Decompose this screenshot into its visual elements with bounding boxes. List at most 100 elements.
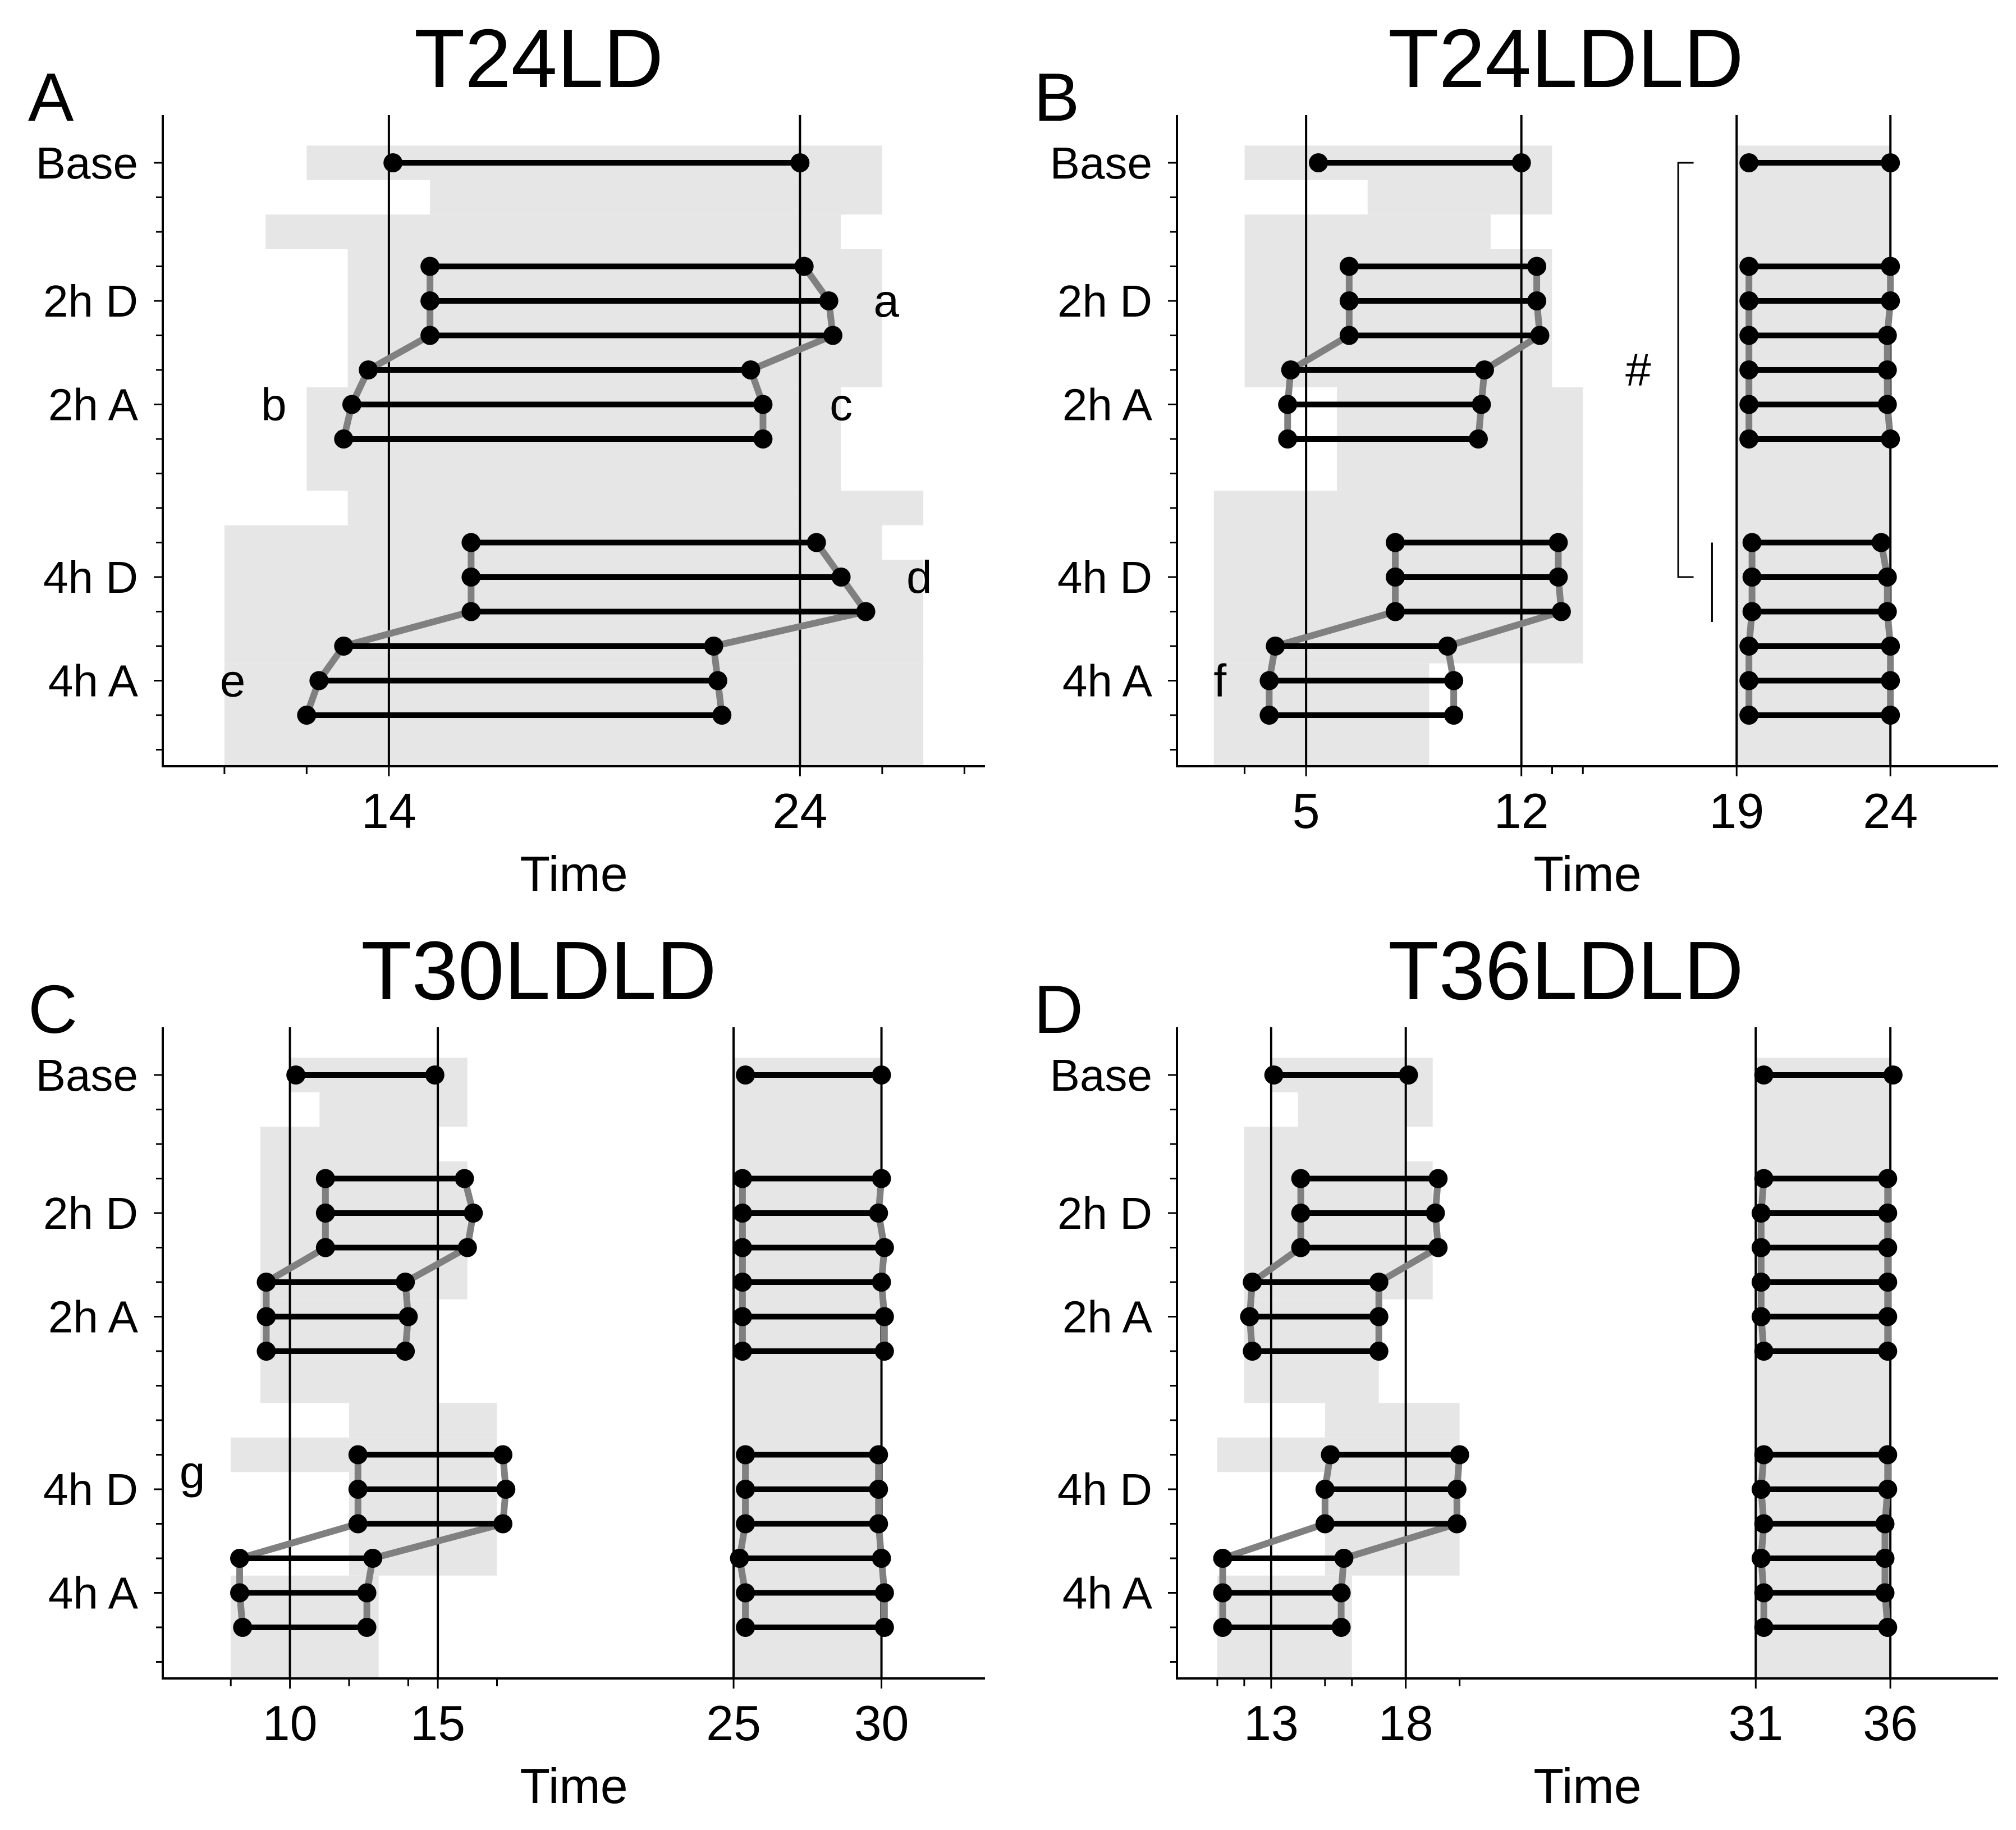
light-band <box>1756 1058 1891 1680</box>
significance-bracket <box>1677 162 1694 578</box>
x-tick-label: 24 <box>1863 783 1918 839</box>
onset-point <box>1739 360 1759 379</box>
light-band <box>265 214 841 249</box>
annotation-letter: g <box>180 1447 205 1498</box>
y-tick-label: 2h A <box>48 380 139 430</box>
offset-point <box>1334 1549 1354 1568</box>
dumbbell <box>1315 1514 1467 1534</box>
dumbbell <box>1264 1065 1418 1085</box>
dumbbell <box>1751 1480 1898 1499</box>
offset-point <box>872 1549 891 1568</box>
connector-line <box>1340 1520 1460 1562</box>
onset-point <box>1739 153 1759 172</box>
onset-point <box>732 1204 752 1223</box>
dumbbell <box>1266 637 1458 656</box>
onset-point <box>1339 291 1359 310</box>
onset-point <box>736 1445 755 1465</box>
offset-point <box>872 1273 891 1292</box>
dumbbell <box>732 1204 888 1223</box>
dumbbell <box>1751 1273 1898 1292</box>
onset-point <box>1278 395 1298 414</box>
connector-line <box>1481 332 1543 373</box>
onset-point <box>1739 637 1759 656</box>
dumbbell <box>297 706 732 725</box>
onset-point <box>736 1065 755 1085</box>
x-axis-title: Time <box>520 846 627 902</box>
panel-label: D <box>1034 971 1083 1047</box>
offset-point <box>1881 671 1900 690</box>
onset-point <box>1739 706 1759 725</box>
onset-point <box>1259 706 1279 725</box>
dumbbell <box>1278 395 1491 414</box>
offset-point <box>1877 568 1897 587</box>
connector-line <box>747 332 836 373</box>
y-tick-label: Base <box>1050 1050 1152 1100</box>
offset-point <box>704 637 723 656</box>
dumbbell <box>256 1307 418 1326</box>
y-tick-label: 2h A <box>48 1292 139 1342</box>
offset-point <box>708 671 727 690</box>
offset-point <box>1878 1169 1898 1188</box>
dumbbell <box>1278 429 1488 449</box>
onset-point <box>736 1618 755 1637</box>
offset-point <box>1447 1480 1467 1499</box>
dumbbell <box>732 1238 894 1257</box>
annotation-letter: # <box>1625 345 1651 396</box>
connector-line <box>1444 608 1565 649</box>
offset-point <box>457 1238 477 1257</box>
onset-point <box>461 533 481 552</box>
light-band <box>1325 1403 1460 1438</box>
onset-point <box>1754 1618 1774 1637</box>
onset-point <box>256 1273 276 1292</box>
dumbbell <box>420 257 814 276</box>
panel-label: C <box>28 971 77 1047</box>
offset-point <box>1331 1583 1351 1603</box>
connector-line <box>236 1520 361 1562</box>
connector-line <box>402 1244 471 1285</box>
dumbbell <box>1739 637 1900 656</box>
panel-title: T36LDLD <box>1388 925 1743 1017</box>
x-tick-label: 31 <box>1728 1695 1783 1751</box>
dumbbell <box>1751 1307 1898 1326</box>
dumbbell <box>1739 360 1897 379</box>
onset-point <box>1278 429 1298 449</box>
offset-point <box>1877 326 1897 345</box>
onset-point <box>1751 1238 1771 1257</box>
offset-point <box>464 1204 483 1223</box>
y-tick-label: Base <box>36 138 138 188</box>
onset-point <box>1243 1342 1262 1361</box>
onset-point <box>736 1480 755 1499</box>
offset-point <box>357 1618 377 1637</box>
panel-label: B <box>1034 59 1079 135</box>
offset-point <box>1369 1273 1389 1292</box>
dumbbell <box>1339 326 1550 345</box>
onset-point <box>383 153 403 172</box>
dumbbell <box>342 395 773 414</box>
onset-point <box>420 257 440 276</box>
onset-point <box>461 602 481 621</box>
offset-point <box>874 1342 894 1361</box>
offset-point <box>1438 637 1458 656</box>
dumbbell <box>1213 1583 1351 1603</box>
panel-a: Base 2h D 2h A 4h D 4h A 14 24 Time T24LD Aa b c d e <box>28 12 985 902</box>
offset-point <box>1883 1065 1903 1085</box>
dumbbell <box>1754 1445 1898 1465</box>
onset-point <box>309 671 329 690</box>
connector-line <box>369 1520 507 1562</box>
dumbbell <box>1243 1273 1389 1292</box>
x-tick-label: 24 <box>772 783 827 839</box>
offset-point <box>1881 153 1900 172</box>
onset-point <box>1386 533 1405 552</box>
offset-point <box>1548 568 1568 587</box>
dumbbell <box>1339 291 1547 310</box>
dumbbell <box>256 1273 415 1292</box>
annotation-letter: d <box>906 552 932 603</box>
onset-point <box>732 1273 752 1292</box>
offset-point <box>1426 1204 1445 1223</box>
light-band <box>319 1092 468 1127</box>
offset-point <box>496 1480 516 1499</box>
panel-b: Base 2h D 2h A 4h D 4h A 5 12 19 24 Time T24LDLD Bf… <box>1034 12 1998 902</box>
offset-point <box>1369 1342 1389 1361</box>
offset-point <box>874 1238 894 1257</box>
dumbbell <box>1386 602 1571 621</box>
